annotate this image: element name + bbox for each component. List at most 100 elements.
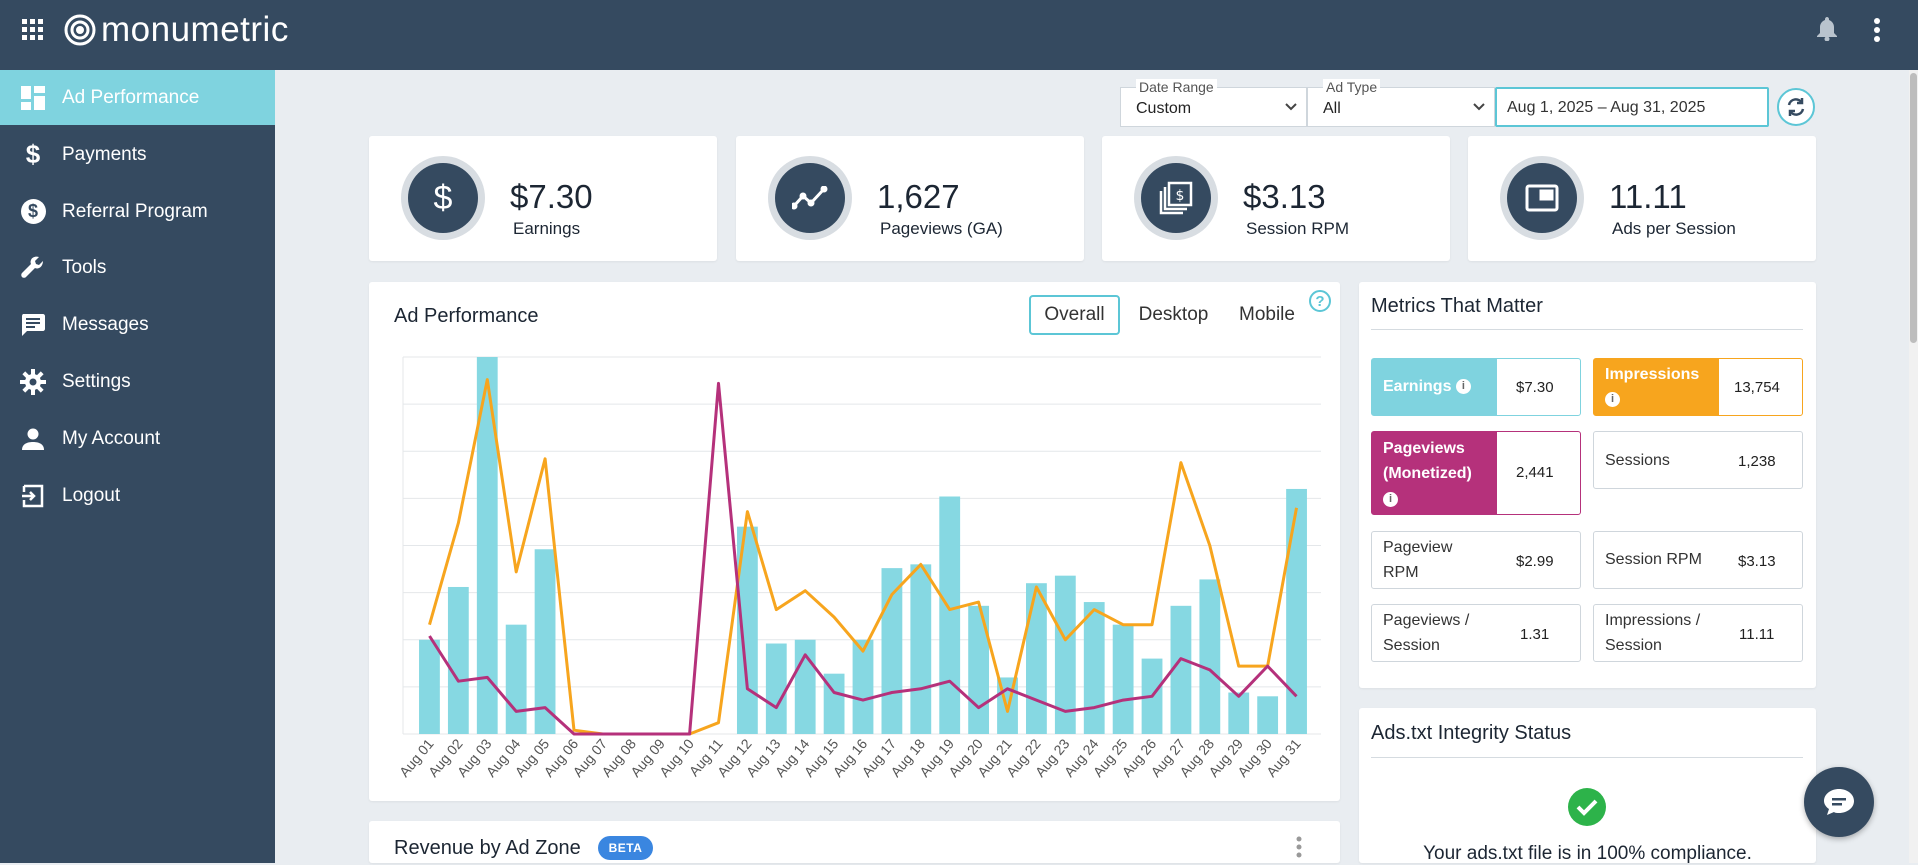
chart-bar[interactable] xyxy=(1257,696,1279,734)
chart-bar[interactable] xyxy=(823,673,845,734)
kpi-card-session-rpm: $ $3.13 Session RPM xyxy=(1102,136,1450,261)
chart-bar[interactable] xyxy=(1026,583,1047,734)
ad-type-select[interactable]: Ad Type All xyxy=(1307,79,1495,127)
sidebar-item-messages[interactable]: Messages xyxy=(0,297,275,352)
chart-bar[interactable] xyxy=(1054,575,1076,734)
sidebar-item-settings[interactable]: Settings xyxy=(0,354,275,409)
kpi-card-pageviews: 1,627 Pageviews (GA) xyxy=(736,136,1084,261)
chart-bar[interactable] xyxy=(736,526,758,734)
dashboard-icon xyxy=(20,85,46,111)
sidebar-item-my-account[interactable]: My Account xyxy=(0,411,275,466)
date-range-label: Date Range xyxy=(1136,79,1217,95)
metric-value: 11.11 xyxy=(1739,626,1775,643)
sidebar-item-ad-performance[interactable]: Ad Performance xyxy=(0,70,275,125)
metric-impressions-per-session[interactable]: Impressions / Session 11.11 xyxy=(1593,604,1803,662)
bell-icon[interactable] xyxy=(1816,17,1838,46)
metric-label: Pageviews (Monetized) xyxy=(1383,440,1472,482)
metric-session-rpm[interactable]: Session RPM $3.13 xyxy=(1593,531,1803,589)
dollar-icon: $ xyxy=(408,163,478,233)
sidebar-item-label: Logout xyxy=(62,484,121,506)
chart-bar[interactable] xyxy=(1286,488,1307,734)
info-icon[interactable]: i xyxy=(1383,492,1398,507)
sidebar-item-label: Settings xyxy=(62,370,131,392)
date-picker-value: Aug 1, 2025 – Aug 31, 2025 xyxy=(1507,99,1706,116)
metrics-title: Metrics That Matter xyxy=(1371,295,1543,317)
chart-series-line-1[interactable] xyxy=(428,378,1298,736)
ads-txt-title: Ads.txt Integrity Status xyxy=(1371,722,1572,744)
svg-text:$: $ xyxy=(1176,188,1185,204)
ads-txt-message: Your ads.txt file is in 100% compliance. xyxy=(1423,843,1752,864)
scrollbar-thumb[interactable] xyxy=(1910,73,1917,343)
metric-value: $7.30 xyxy=(1516,379,1554,396)
info-icon[interactable]: i xyxy=(1605,392,1620,407)
chart-bar[interactable] xyxy=(476,357,498,734)
refresh-button[interactable] xyxy=(1777,88,1815,126)
logo[interactable]: monumetric xyxy=(63,10,289,50)
metric-sessions[interactable]: Sessions 1,238 xyxy=(1593,431,1803,489)
chat-bubble-icon xyxy=(1824,789,1854,815)
date-picker-input[interactable]: Aug 1, 2025 – Aug 31, 2025 xyxy=(1495,87,1769,127)
chart-bar[interactable] xyxy=(447,586,469,734)
tab-mobile[interactable]: Mobile xyxy=(1239,304,1295,325)
help-icon[interactable]: ? xyxy=(1309,290,1331,312)
chart-bar[interactable] xyxy=(1112,624,1134,734)
chart-bar[interactable] xyxy=(1228,692,1250,734)
date-range-select[interactable]: Date Range Custom xyxy=(1120,79,1307,127)
chevron-down-icon xyxy=(1472,100,1486,119)
sidebar-item-label: Payments xyxy=(62,143,147,165)
metric-pageview-rpm[interactable]: Pageview RPM $2.99 xyxy=(1371,531,1581,589)
revenue-card xyxy=(369,821,1340,863)
tab-desktop[interactable]: Desktop xyxy=(1138,304,1209,325)
metric-pageviews-per-session[interactable]: Pageviews / Session 1.31 xyxy=(1371,604,1581,662)
chart-bar[interactable] xyxy=(1083,602,1105,734)
metric-pageviews-monetized[interactable]: Pageviews (Monetized) i 2,441 xyxy=(1371,431,1581,515)
wrench-icon xyxy=(20,255,46,281)
metric-label: Impressions xyxy=(1605,366,1700,383)
metric-label: Pageviews / Session xyxy=(1383,612,1470,654)
kpi-icon-ring: $ xyxy=(1134,156,1218,240)
chart-bar[interactable] xyxy=(852,639,874,734)
metrics-divider xyxy=(1371,329,1803,330)
ads-txt-divider xyxy=(1371,757,1803,758)
kpi-icon-ring xyxy=(1500,156,1584,240)
chart-bar[interactable] xyxy=(534,549,556,734)
sidebar-item-tools[interactable]: Tools xyxy=(0,240,275,295)
sidebar-item-referral-program[interactable]: $ Referral Program xyxy=(0,184,275,239)
sidebar-item-logout[interactable]: Logout xyxy=(0,468,275,523)
metric-impressions[interactable]: Impressions i 13,754 xyxy=(1593,358,1803,416)
scrollbar-track[interactable] xyxy=(1909,70,1918,863)
more-vertical-icon[interactable] xyxy=(1873,18,1881,47)
sidebar-item-payments[interactable]: $ Payments xyxy=(0,127,275,182)
kpi-value: 1,627 xyxy=(877,178,960,215)
kpi-icon-ring xyxy=(768,156,852,240)
tab-overall[interactable]: Overall xyxy=(1029,295,1120,335)
top-bar: monumetric xyxy=(0,0,1918,70)
sidebar: Ad Performance $ Payments $ Referral Pro… xyxy=(0,70,275,863)
chart-bar[interactable] xyxy=(505,624,527,734)
metric-earnings-label-bg xyxy=(1372,359,1497,415)
chart-series-line-2[interactable] xyxy=(428,381,1298,736)
chart-bar[interactable] xyxy=(419,639,440,734)
kpi-card-ads-per-session: 11.11 Ads per Session xyxy=(1468,136,1816,261)
dollar-icon: $ xyxy=(25,139,41,169)
kpi-label: Pageviews (GA) xyxy=(880,219,1003,238)
chart-bar[interactable] xyxy=(765,643,787,734)
info-icon[interactable]: i xyxy=(1455,379,1471,395)
person-icon xyxy=(20,426,46,452)
metric-value: $3.13 xyxy=(1738,553,1776,570)
metric-earnings[interactable]: Earnings i $7.30 xyxy=(1371,358,1581,416)
more-vertical-icon[interactable] xyxy=(1295,836,1303,865)
ad-type-value: All xyxy=(1323,100,1341,117)
chart-bar[interactable] xyxy=(939,496,961,734)
chart-bar[interactable] xyxy=(1199,579,1221,734)
chat-button[interactable] xyxy=(1804,767,1874,837)
metric-value: $2.99 xyxy=(1516,553,1554,570)
kpi-icon-ring: $ xyxy=(401,156,485,240)
beta-badge: BETA xyxy=(598,836,653,860)
gear-icon xyxy=(20,368,46,395)
chart-bar[interactable] xyxy=(910,564,932,734)
date-range-value: Custom xyxy=(1136,100,1192,117)
chart-bar[interactable] xyxy=(1170,605,1192,734)
apps-grid-icon[interactable] xyxy=(22,19,44,41)
metric-value: 1,238 xyxy=(1738,453,1776,470)
